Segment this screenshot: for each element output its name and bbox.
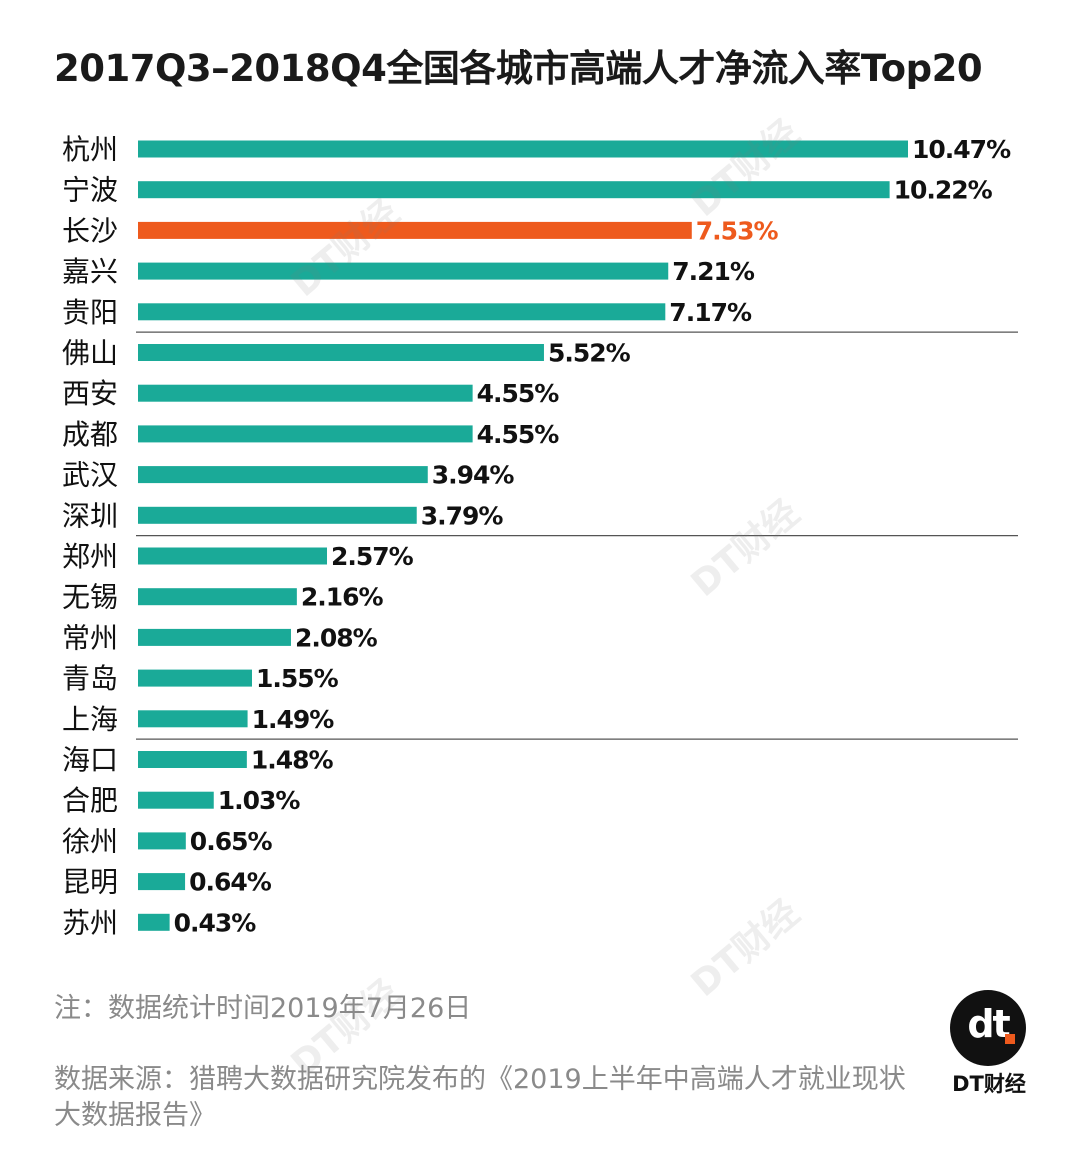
category-label: 徐州 <box>62 825 118 858</box>
bar <box>138 262 669 280</box>
bar <box>138 303 666 321</box>
bar <box>138 791 214 809</box>
value-label: 2.16% <box>301 583 384 612</box>
value-label: 10.47% <box>912 135 1011 164</box>
value-label: 2.08% <box>295 623 378 652</box>
bar <box>138 873 186 891</box>
value-label: 0.43% <box>174 908 257 937</box>
category-label: 合肥 <box>62 784 118 817</box>
bar <box>138 344 544 361</box>
bar <box>138 181 890 199</box>
category-label: 贵阳 <box>62 296 118 329</box>
value-label: 3.79% <box>421 501 504 530</box>
bar <box>138 466 428 484</box>
value-label: 1.49% <box>252 705 335 734</box>
category-label: 青岛 <box>62 662 118 695</box>
category-label: 西安 <box>62 377 118 410</box>
category-label: 长沙 <box>62 214 118 247</box>
category-label: 苏州 <box>62 906 118 939</box>
value-label: 10.22% <box>894 176 993 205</box>
bar <box>138 425 473 443</box>
logo-mark: dt <box>967 1002 1010 1046</box>
bar <box>138 506 417 524</box>
bar <box>138 384 473 402</box>
bar <box>138 913 170 931</box>
category-label: 海口 <box>62 744 118 777</box>
value-label: 0.65% <box>190 827 273 856</box>
value-label: 7.53% <box>696 216 779 245</box>
logo-text: DT财经 <box>952 1072 1026 1096</box>
category-label: 常州 <box>62 621 118 654</box>
category-label: 嘉兴 <box>62 255 118 288</box>
bar <box>138 751 247 768</box>
category-label: 上海 <box>62 703 118 736</box>
value-label: 2.57% <box>331 542 414 571</box>
value-label: 5.52% <box>548 339 631 368</box>
chart-title: 2017Q3–2018Q4全国各城市高端人才净流入率Top20 <box>54 47 983 90</box>
dt-logo: dt <box>950 990 1026 1066</box>
value-label: 1.55% <box>256 664 339 693</box>
bar <box>138 710 248 728</box>
category-label: 宁波 <box>62 174 118 207</box>
bar <box>138 628 291 646</box>
value-label: 3.94% <box>432 461 515 490</box>
bar <box>138 832 186 850</box>
value-label: 0.64% <box>189 868 272 897</box>
bar <box>138 588 297 606</box>
value-label: 7.17% <box>669 298 752 327</box>
value-label: 7.21% <box>672 257 755 286</box>
bar <box>138 547 328 565</box>
bar-chart: 杭州 10.47% 宁波 10.22% 长沙 7.53% 嘉兴 7.21% 贵阳 7.17% 佛山 5… <box>62 133 1018 939</box>
value-label: 4.55% <box>477 420 560 449</box>
category-label: 昆明 <box>62 866 118 899</box>
value-label: 1.48% <box>251 746 334 775</box>
data-source-note: 数据来源：猎聘大数据研究院发布的《2019上半年中高端人才就业现状大数据报告》 <box>54 1064 906 1131</box>
category-label: 无锡 <box>62 581 118 614</box>
bar <box>138 221 692 239</box>
category-label: 佛山 <box>62 337 118 370</box>
data-date-note: 注：数据统计时间2019年7月26日 <box>54 993 472 1024</box>
category-label: 郑州 <box>62 540 118 573</box>
value-label: 4.55% <box>477 379 560 408</box>
bar <box>138 140 908 158</box>
value-label: 1.03% <box>218 786 301 815</box>
category-label: 杭州 <box>62 133 118 166</box>
logo-dot <box>1005 1034 1015 1044</box>
category-label: 深圳 <box>62 499 118 532</box>
bar <box>138 669 252 687</box>
category-label: 成都 <box>62 418 118 451</box>
category-label: 武汉 <box>62 459 118 492</box>
